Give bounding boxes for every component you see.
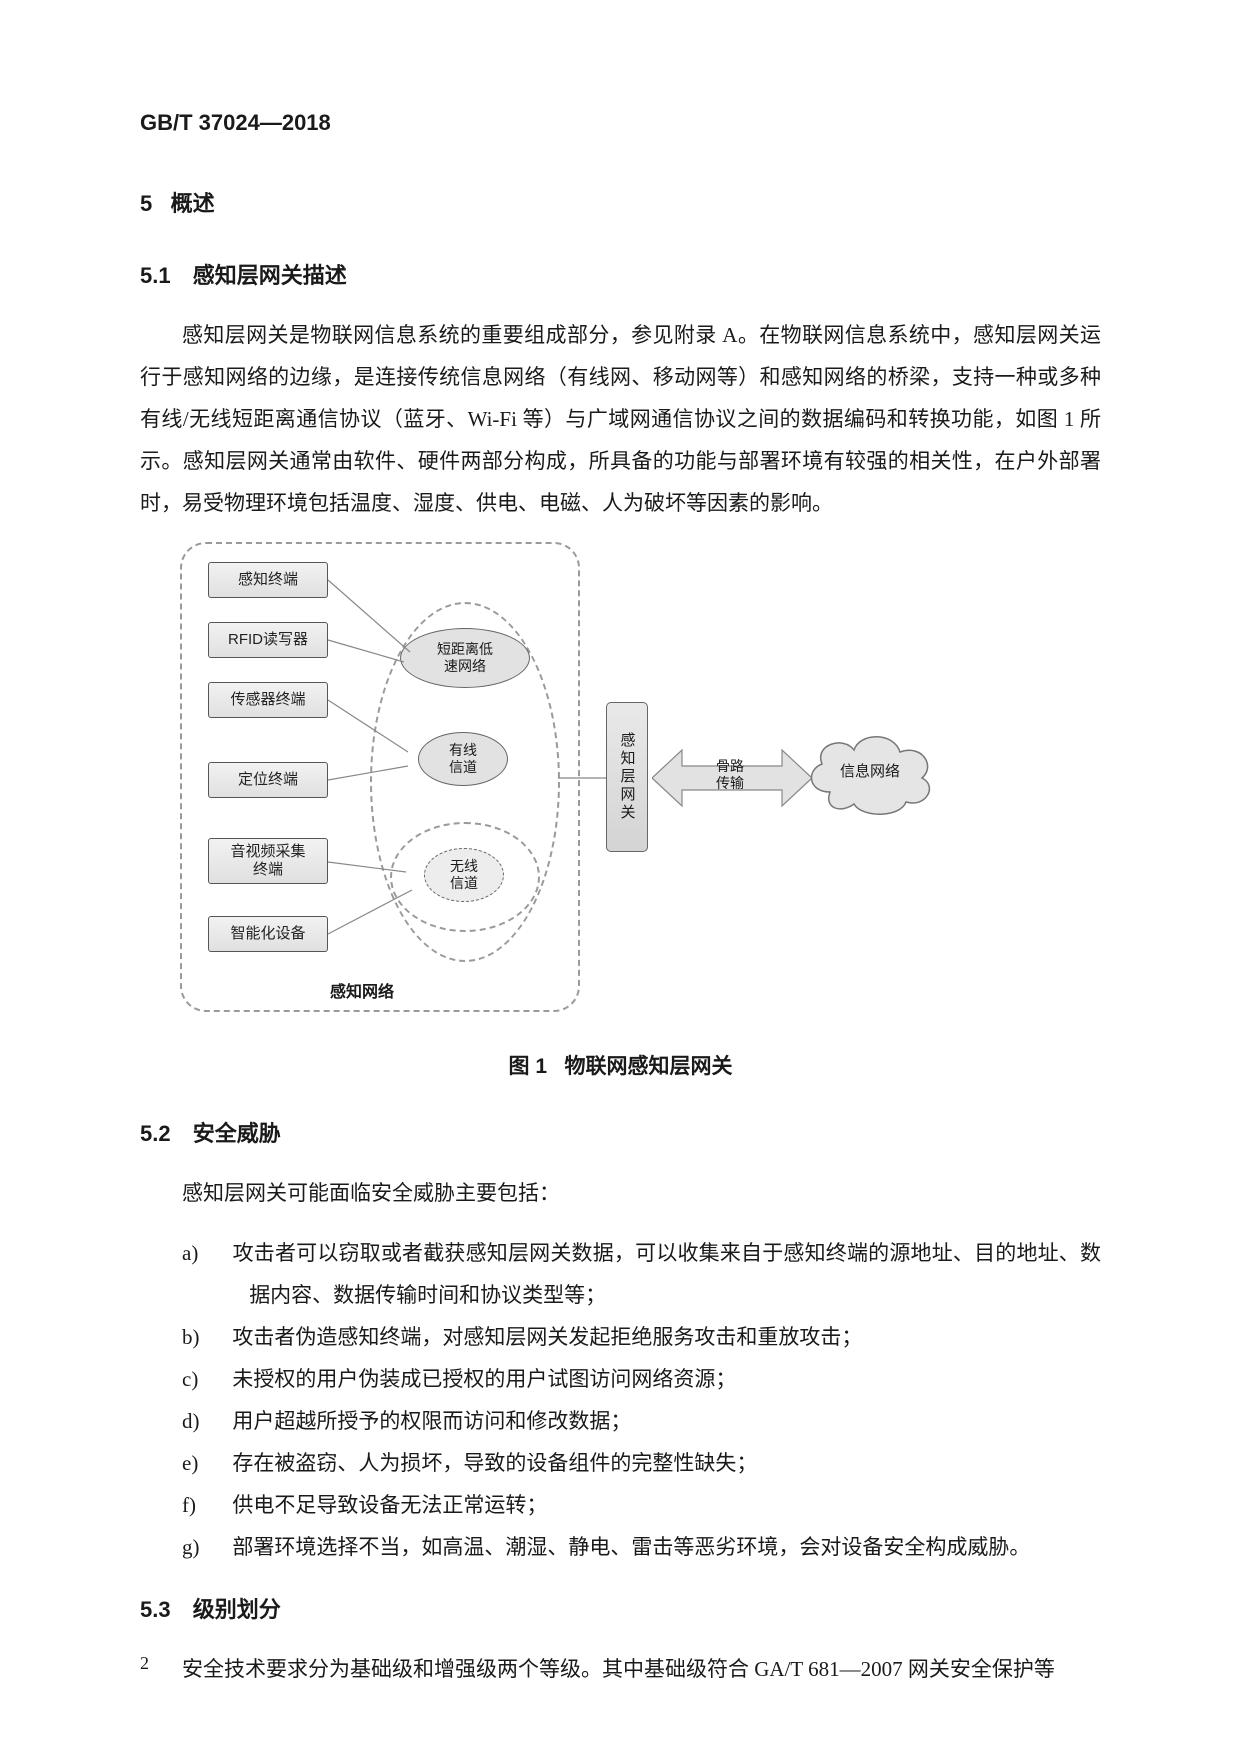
gateway-connector (558, 768, 608, 788)
section-5-3-paragraph: 安全技术要求分为基础级和增强级两个等级。其中基础级符合 GA/T 681—200… (140, 1648, 1101, 1690)
item-text: 攻击者伪造感知终端，对感知层网关发起拒绝服务攻击和重放攻击； (232, 1325, 862, 1349)
subsection-number: 5.1 (140, 263, 171, 289)
figure-caption-text: 物联网感知层网关 (565, 1055, 733, 1078)
label-backbone: 骨路 传输 (700, 758, 760, 792)
cloud-info-network: 信息网络 (800, 722, 940, 822)
item-text: 供电不足导致设备无法正常运转； (232, 1493, 547, 1517)
item-label: c) (182, 1358, 232, 1400)
subsection-title: 感知层网关描述 (193, 263, 347, 288)
section-5-heading: 5 概述 (140, 186, 1101, 218)
item-label: a) (182, 1232, 232, 1274)
item-label: e) (182, 1442, 232, 1484)
item-text: 攻击者可以窃取或者截获感知层网关数据，可以收集来自于感知终端的源地址、目的地址、… (232, 1241, 1101, 1307)
section-title: 概述 (171, 191, 215, 216)
list-item: d)用户超越所授予的权限而访问和修改数据； (140, 1400, 1101, 1442)
subsection-number: 5.2 (140, 1121, 171, 1147)
item-label: g) (182, 1526, 232, 1568)
document-id: GB/T 37024—2018 (140, 110, 1101, 136)
page-number: 2 (140, 1653, 149, 1674)
connector-lines (180, 542, 580, 1012)
figure-1: 感知网络 感知终端 RFID读写器 传感器终端 定位终端 音视频采集 终端 智能… (180, 542, 1101, 1022)
cloud-label: 信息网络 (800, 760, 940, 781)
figure-caption: 图 1 物联网感知层网关 (140, 1050, 1101, 1080)
item-text: 存在被盗窃、人为损坏，导致的设备组件的完整性缺失； (232, 1451, 757, 1475)
list-item: f)供电不足导致设备无法正常运转； (140, 1484, 1101, 1526)
list-item: b)攻击者伪造感知终端，对感知层网关发起拒绝服务攻击和重放攻击； (140, 1316, 1101, 1358)
subsection-title: 安全威胁 (193, 1121, 281, 1146)
section-5-2-intro: 感知层网关可能面临安全威胁主要包括： (140, 1172, 1101, 1214)
item-label: d) (182, 1400, 232, 1442)
section-5-2-heading: 5.2 安全威胁 (140, 1116, 1101, 1148)
section-5-3-heading: 5.3 级别划分 (140, 1592, 1101, 1624)
item-text: 部署环境选择不当，如高温、潮湿、静电、雷击等恶劣环境，会对设备安全构成威胁。 (232, 1535, 1030, 1559)
list-item: c)未授权的用户伪装成已授权的用户试图访问网络资源； (140, 1358, 1101, 1400)
list-item: g)部署环境选择不当，如高温、潮湿、静电、雷击等恶劣环境，会对设备安全构成威胁。 (140, 1526, 1101, 1568)
list-item: a)攻击者可以窃取或者截获感知层网关数据，可以收集来自于感知终端的源地址、目的地… (140, 1232, 1101, 1316)
item-text: 用户超越所授予的权限而访问和修改数据； (232, 1409, 631, 1433)
subsection-number: 5.3 (140, 1597, 171, 1623)
section-5-1-heading: 5.1 感知层网关描述 (140, 258, 1101, 290)
item-label: f) (182, 1484, 232, 1526)
subsection-title: 级别划分 (193, 1597, 281, 1622)
document-page: GB/T 37024—2018 5 概述 5.1 感知层网关描述 感知层网关是物… (0, 0, 1241, 1754)
figure-caption-label: 图 1 (508, 1055, 547, 1078)
section-5-1-paragraph: 感知层网关是物联网信息系统的重要组成部分，参见附录 A。在物联网信息系统中，感知… (140, 314, 1101, 524)
item-text: 未授权的用户伪装成已授权的用户试图访问网络资源； (232, 1367, 736, 1391)
diagram-iot-gateway: 感知网络 感知终端 RFID读写器 传感器终端 定位终端 音视频采集 终端 智能… (180, 542, 940, 1022)
item-label: b) (182, 1316, 232, 1358)
list-item: e)存在被盗窃、人为损坏，导致的设备组件的完整性缺失； (140, 1442, 1101, 1484)
threat-list: a)攻击者可以窃取或者截获感知层网关数据，可以收集来自于感知终端的源地址、目的地… (140, 1232, 1101, 1568)
section-number: 5 (140, 191, 152, 216)
node-gateway: 感知层网关 (606, 702, 648, 852)
